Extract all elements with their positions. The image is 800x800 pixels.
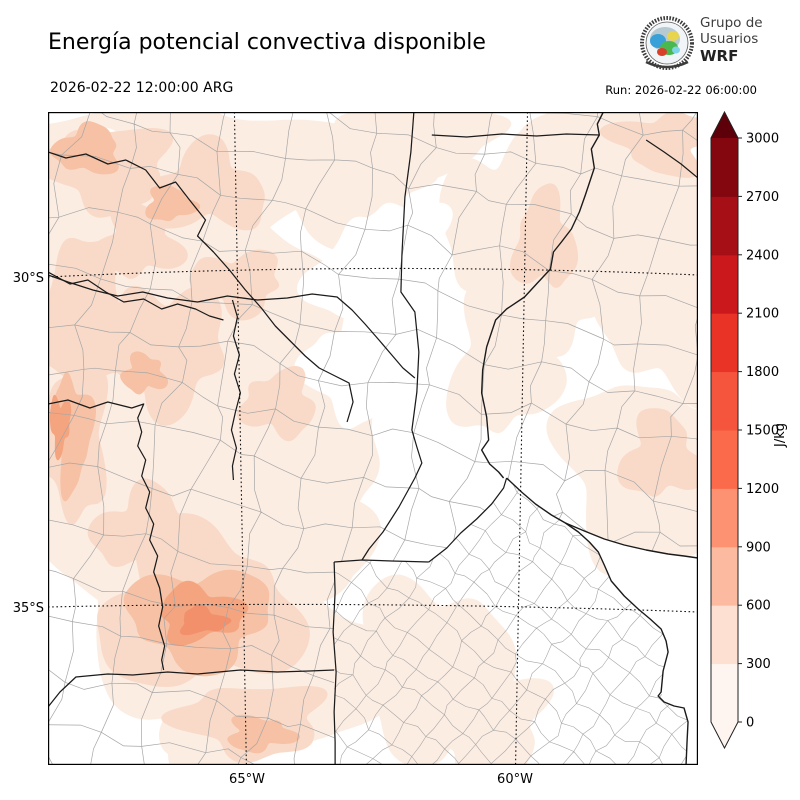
colorbar-under-arrow bbox=[711, 722, 738, 748]
colorbar-segment bbox=[711, 372, 738, 431]
logo-line1: Grupo de bbox=[700, 16, 763, 32]
colorbar-tick-label: 3000 bbox=[746, 132, 779, 147]
colorbar-segment bbox=[711, 488, 738, 547]
lon-tick-60w: 60°W bbox=[485, 772, 545, 787]
colorbar-segment bbox=[711, 196, 738, 255]
colorbar-tick-label: 1200 bbox=[746, 482, 779, 497]
colorbar-unit-label: J/kg bbox=[773, 423, 788, 448]
colorbar-segment bbox=[711, 605, 738, 664]
colorbar-over-arrow bbox=[711, 112, 738, 138]
colorbar-segment bbox=[711, 138, 738, 197]
colorbar-segment bbox=[711, 664, 738, 723]
lat-tick-35s: 35°S bbox=[0, 601, 44, 616]
logo-line3: WRF bbox=[700, 48, 763, 66]
valid-time-label: 2026-02-22 12:00:00 ARG bbox=[50, 80, 233, 96]
run-time-label: Run: 2026-02-22 06:00:00 bbox=[605, 83, 757, 97]
colorbar-tick-label: 300 bbox=[746, 657, 771, 672]
colorbar-tick-label: 2700 bbox=[746, 190, 779, 205]
colorbar-tick-label: 600 bbox=[746, 599, 771, 614]
colorbar-segment bbox=[711, 255, 738, 314]
figure-canvas: Energía potencial convectiva disponible … bbox=[0, 0, 800, 800]
colorbar-segment bbox=[711, 430, 738, 489]
logo-text: Grupo de Usuarios WRF bbox=[700, 16, 763, 66]
colorbar: 30002700240021001800150012009006003000J/… bbox=[706, 100, 798, 770]
colorbar-tick-label: 2100 bbox=[746, 307, 779, 322]
wrf-logo-icon bbox=[638, 10, 696, 76]
colorbar-segment bbox=[711, 547, 738, 606]
colorbar-tick-label: 1800 bbox=[746, 365, 779, 380]
lon-tick-65w: 65°W bbox=[217, 772, 277, 787]
colorbar-tick-label: 0 bbox=[746, 716, 754, 731]
colorbar-tick-label: 2400 bbox=[746, 248, 779, 263]
colorbar-segment bbox=[711, 313, 738, 372]
map-canvas bbox=[48, 112, 698, 765]
page-title: Energía potencial convectiva disponible bbox=[48, 30, 486, 55]
lat-tick-30s: 30°S bbox=[0, 271, 44, 286]
colorbar-tick-label: 900 bbox=[746, 540, 771, 555]
logo-line2: Usuarios bbox=[700, 32, 763, 48]
